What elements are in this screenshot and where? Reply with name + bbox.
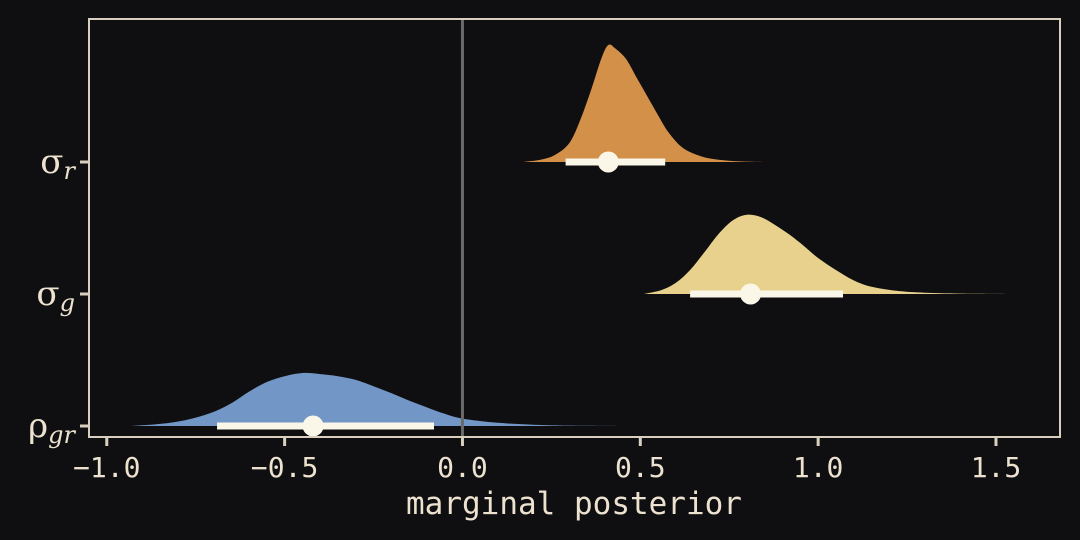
density-layer: [131, 44, 1018, 426]
x-tick-label: 1.5: [971, 451, 1022, 484]
x-tick-label: −0.5: [251, 451, 318, 484]
median-point-g: [740, 283, 762, 305]
density-g: [643, 214, 1018, 294]
x-tick-label: −1.0: [73, 451, 140, 484]
density-r: [522, 44, 765, 162]
x-axis: −1.0 −0.5 0.0 0.5 1.0 1.5: [73, 437, 1021, 484]
median-point-gr: [302, 415, 324, 437]
plot-frame: [88, 18, 1061, 438]
x-tick-label: 0.5: [615, 451, 666, 484]
x-axis-title: marginal posterior: [406, 486, 742, 522]
median-point-r: [597, 151, 619, 173]
x-tick-label: 0.0: [437, 451, 488, 484]
x-tick-label: 1.0: [793, 451, 844, 484]
y-label-g: σg: [36, 274, 75, 317]
interval-layer: [217, 151, 844, 437]
density-gr: [131, 372, 630, 426]
y-axis: σr σg ρgr: [28, 142, 89, 449]
y-label-r: σr: [40, 142, 76, 185]
y-label-gr: ρgr: [28, 406, 76, 449]
